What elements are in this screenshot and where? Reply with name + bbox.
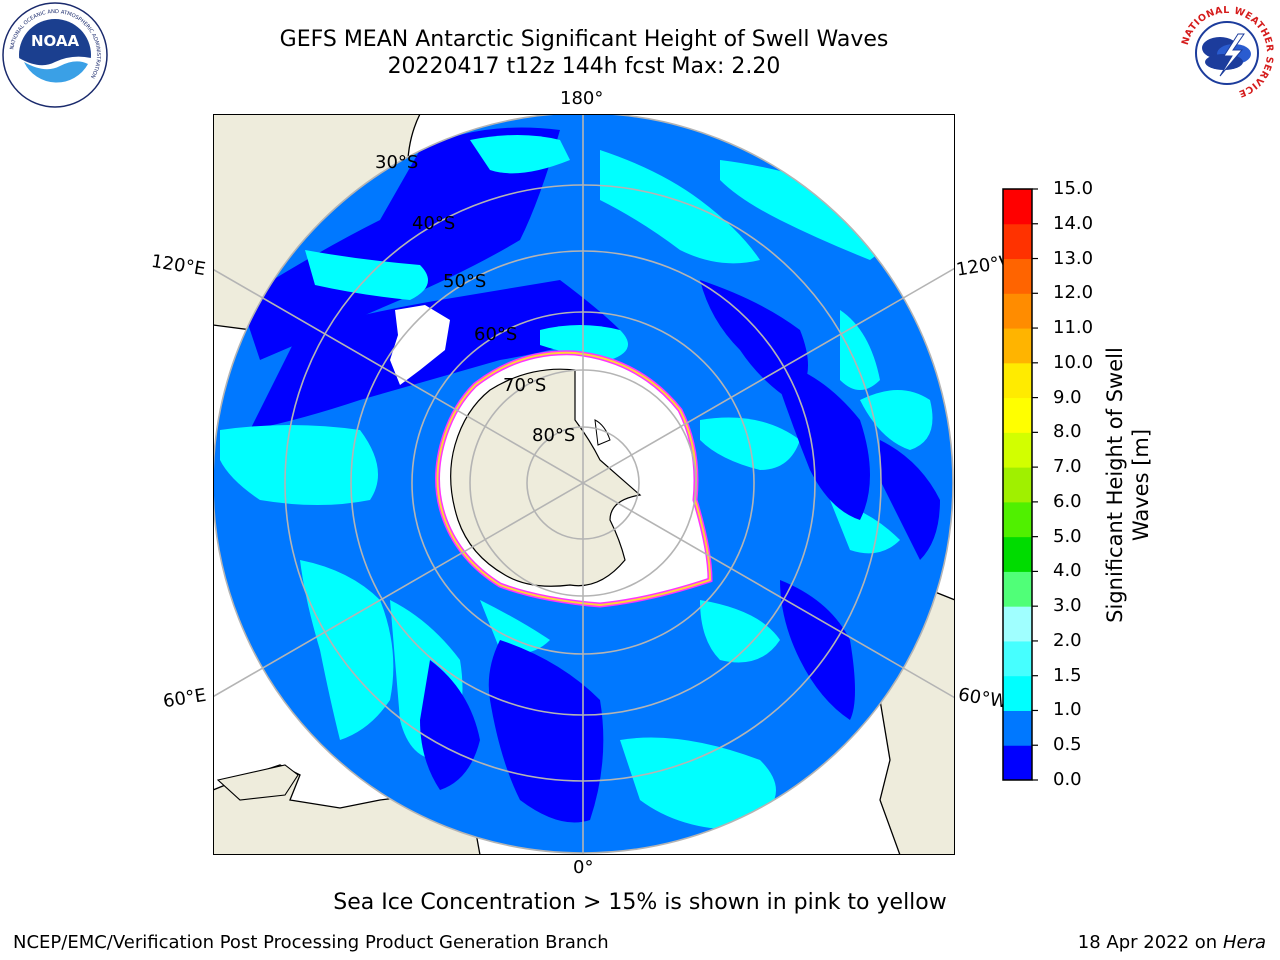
colorbar-swatch (1003, 675, 1032, 711)
sea-ice-note: Sea Ice Concentration > 15% is shown in … (333, 890, 947, 915)
chart-title: GEFS MEAN Antarctic Significant Height o… (279, 27, 889, 52)
lon-label-0: 0° (573, 857, 594, 878)
footer-host: Hera (1222, 932, 1266, 953)
colorbar-tick-label: 13.0 (1053, 247, 1094, 269)
colorbar-tick-label: 6.0 (1053, 490, 1082, 512)
chart-subtitle: 20220417 t12z 144h fcst Max: 2.20 (387, 54, 781, 79)
colorbar-swatch (1003, 189, 1032, 225)
colorbar-swatch (1003, 467, 1032, 503)
colorbar-swatch (1003, 432, 1032, 468)
colorbar-tick-label: 8.0 (1053, 421, 1082, 443)
lat-label-30s: 30°S (375, 152, 419, 173)
colorbar-swatch (1003, 745, 1032, 781)
footer-date: 18 Apr 2022 on Hera (1078, 932, 1266, 953)
colorbar-swatch (1003, 258, 1032, 294)
colorbar-swatch (1003, 606, 1032, 642)
colorbar-tick-label: 9.0 (1053, 386, 1082, 408)
colorbar-label: Significant Height of Swell Waves [m] (1103, 347, 1153, 623)
lat-label-40s: 40°S (412, 213, 456, 234)
lon-label-120e: 120°E (149, 250, 208, 281)
colorbar-tick-label: 14.0 (1053, 212, 1094, 234)
colorbar-swatch (1003, 397, 1032, 433)
colorbar-tick-label: 4.0 (1053, 560, 1082, 582)
colorbar (1002, 188, 1038, 781)
lat-label-50s: 50°S (443, 271, 487, 292)
colorbar-tick-label: 1.0 (1053, 699, 1082, 721)
footer-date-text: 18 Apr 2022 on (1077, 932, 1218, 953)
colorbar-swatch (1003, 571, 1032, 607)
colorbar-tick-label: 5.0 (1053, 525, 1082, 547)
colorbar-swatch (1003, 223, 1032, 260)
graticule (213, 114, 955, 855)
colorbar-swatch (1003, 293, 1032, 329)
footer-branch: NCEP/EMC/Verification Post Processing Pr… (13, 932, 609, 953)
noaa-logo-text: NOAA (31, 32, 80, 50)
colorbar-tick-label: 3.0 (1053, 595, 1082, 617)
colorbar-tick-label: 1.5 (1053, 664, 1082, 686)
colorbar-swatch (1003, 640, 1032, 677)
colorbar-tick-label: 15.0 (1053, 178, 1094, 199)
colorbar-swatch (1003, 362, 1032, 399)
colorbar-tick-label: 10.0 (1053, 351, 1094, 373)
noaa-logo: NOAA NATIONAL OCEANIC AND ATMOSPHERIC AD… (2, 2, 108, 108)
colorbar-tick-label: 0.5 (1053, 734, 1082, 756)
lon-label-60e: 60°E (161, 684, 208, 713)
colorbar-swatch (1003, 328, 1032, 364)
colorbar-swatch (1003, 536, 1032, 572)
colorbar-tick-label: 7.0 (1053, 456, 1082, 478)
colorbar-swatch (1003, 501, 1032, 538)
nws-logo: NATIONAL WEATHER SERVICE (1177, 3, 1277, 103)
lat-label-80s: 80°S (532, 425, 576, 446)
colorbar-tick-label: 0.0 (1053, 769, 1082, 790)
colorbar-tick-label: 11.0 (1053, 317, 1094, 339)
colorbar-swatch (1003, 710, 1032, 746)
colorbar-tick-label: 2.0 (1053, 629, 1082, 651)
lat-label-60s: 60°S (474, 324, 518, 345)
colorbar-tick-label: 12.0 (1053, 282, 1094, 304)
colorbar-border (1002, 188, 1033, 781)
lat-label-70s: 70°S (503, 375, 547, 396)
polar-map (213, 114, 955, 855)
lon-label-180: 180° (560, 88, 604, 109)
madagascar-land (216, 764, 299, 801)
